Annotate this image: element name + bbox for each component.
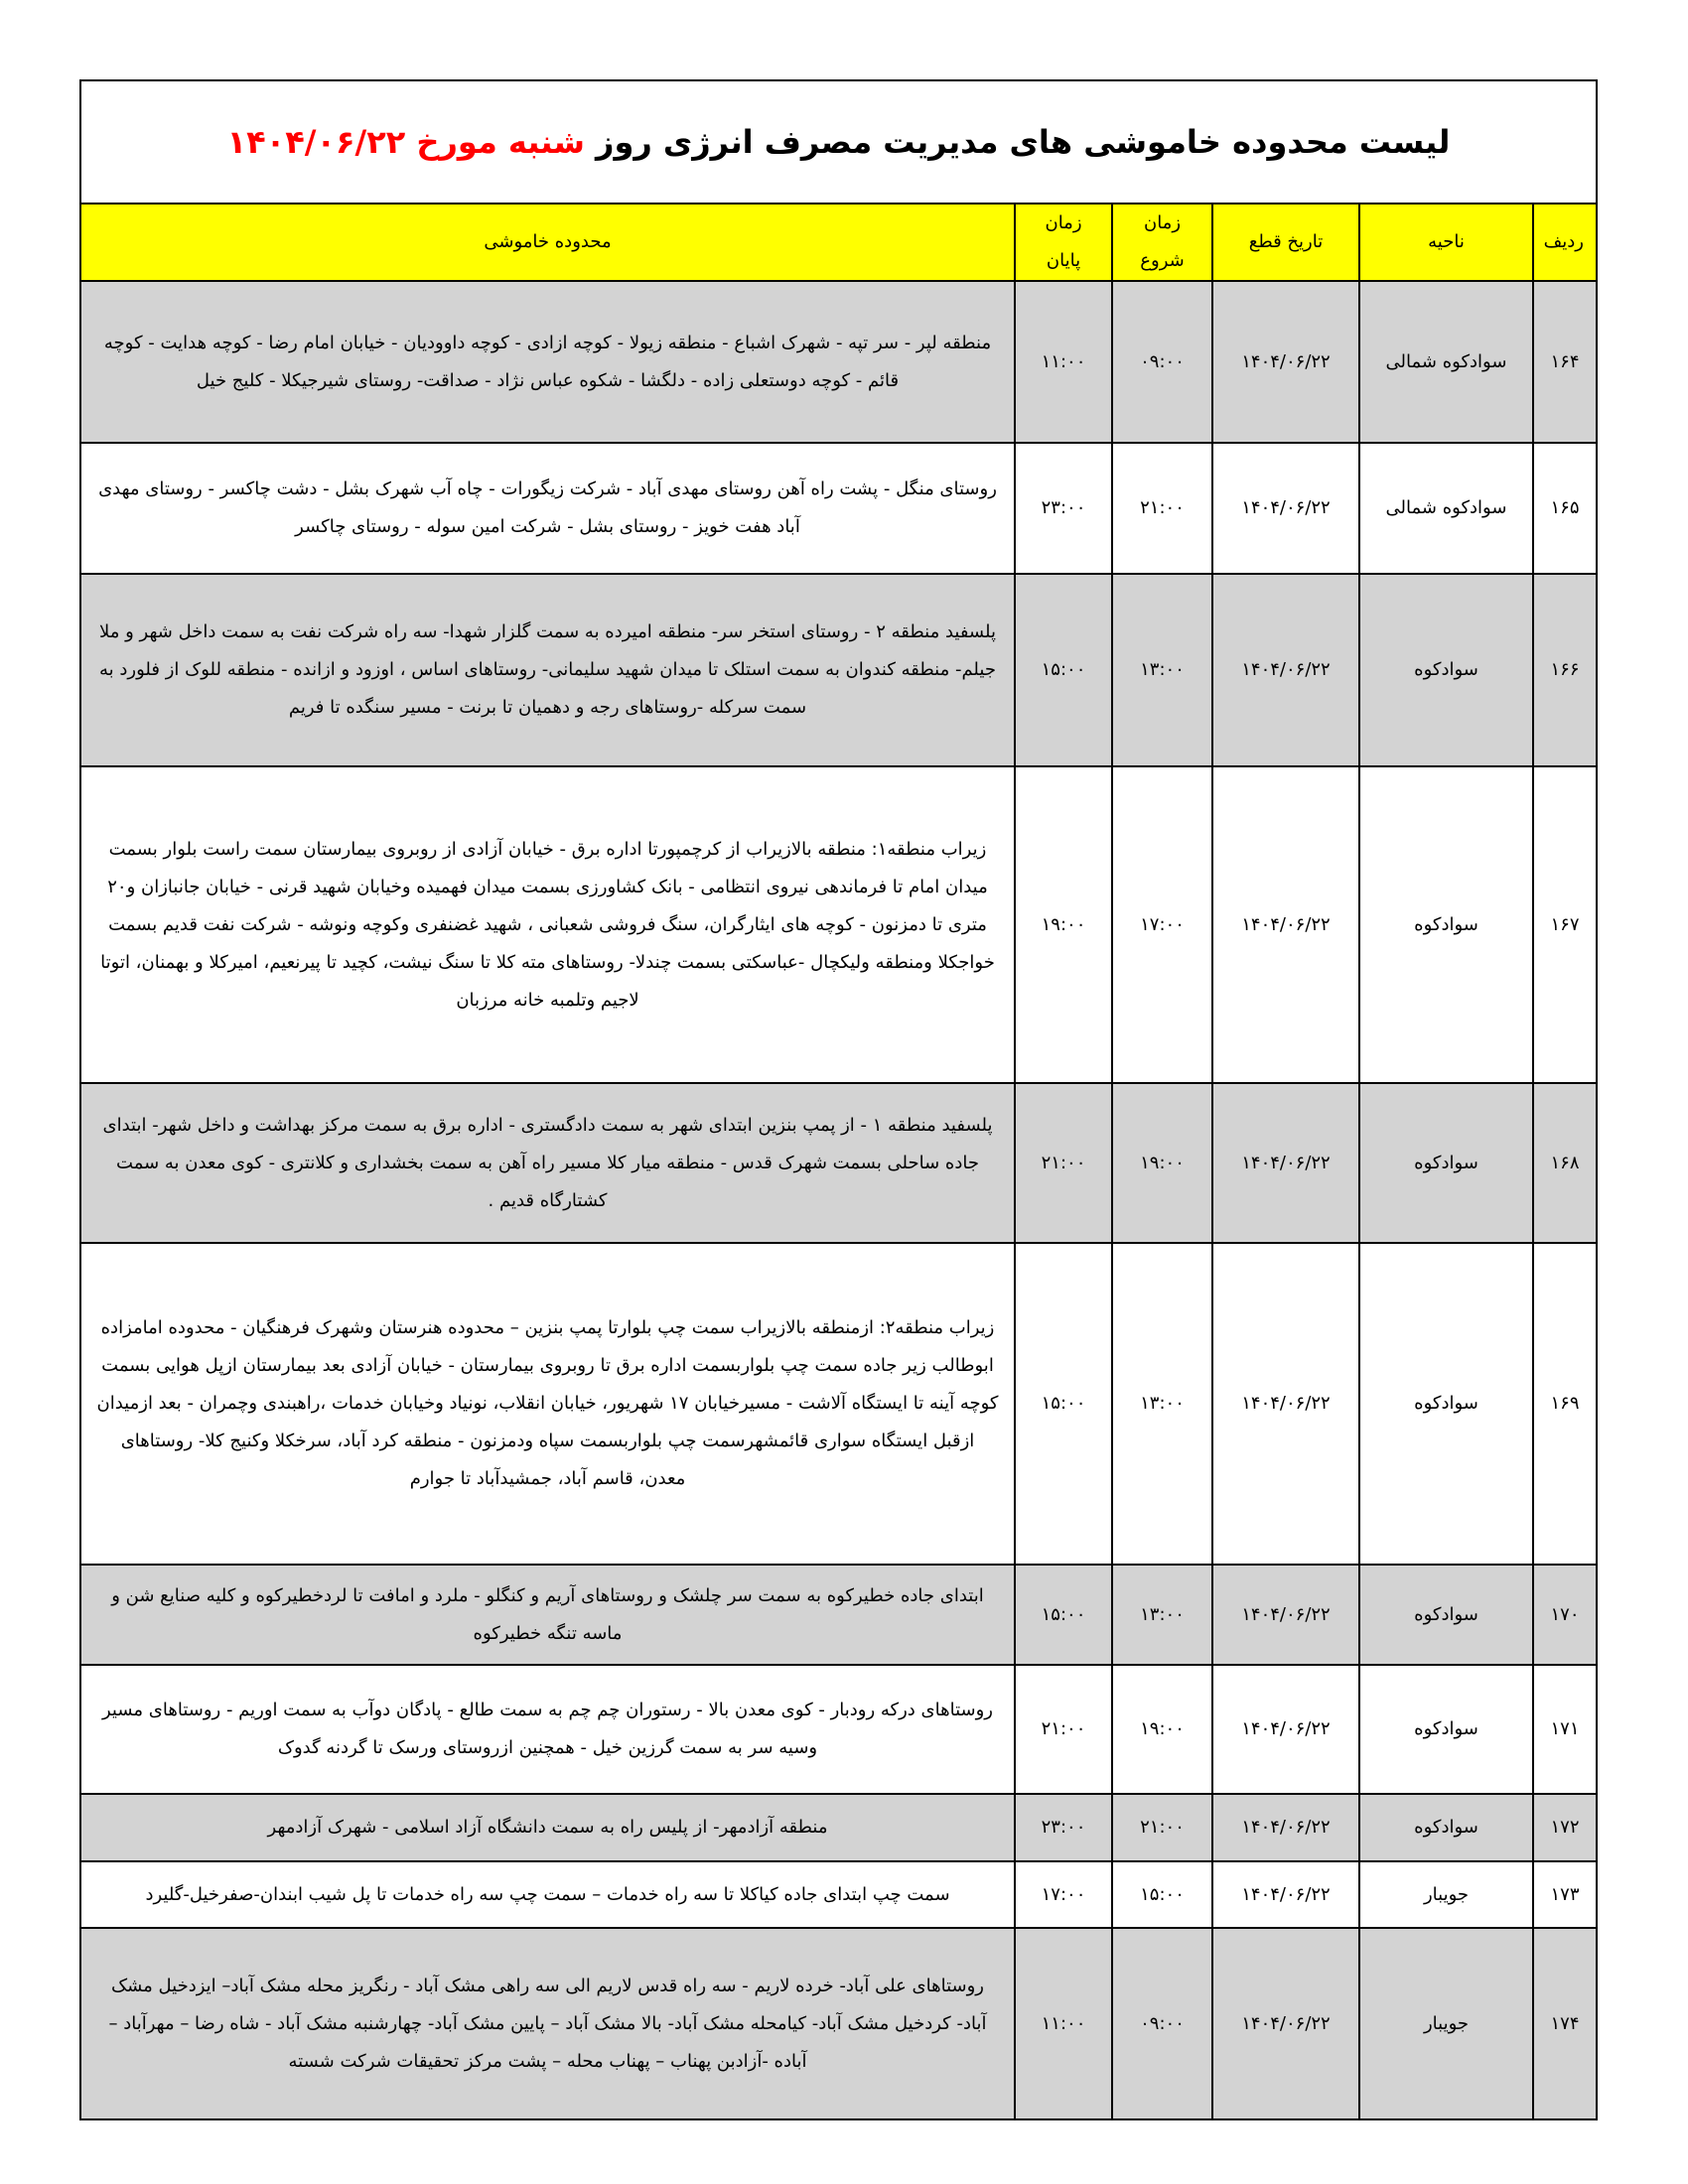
cell-start-time: ۱۳:۰۰ <box>1111 1242 1213 1566</box>
cell-end-time: ۲۱:۰۰ <box>1014 1082 1113 1244</box>
title-main: لیست محدوده خاموشی های مدیریت مصرف انرژی… <box>596 123 1451 161</box>
cell-date: ۱۴۰۴/۰۶/۲۲ <box>1211 1793 1360 1862</box>
cell-end-time: ۱۱:۰۰ <box>1014 1927 1113 2120</box>
cell-radif: ۱۷۳ <box>1532 1860 1598 1929</box>
cell-date: ۱۴۰۴/۰۶/۲۲ <box>1211 1242 1360 1566</box>
cell-area: سمت چپ ابتدای جاده کیاکلا تا سه راه خدما… <box>79 1860 1016 1929</box>
cell-region: سوادکوه <box>1358 1242 1534 1566</box>
cell-date: ۱۴۰۴/۰۶/۲۲ <box>1211 573 1360 767</box>
cell-start-time: ۱۳:۰۰ <box>1111 573 1213 767</box>
table-row: ۱۶۴ سوادکوه شمالی ۱۴۰۴/۰۶/۲۲ ۰۹:۰۰ ۱۱:۰۰ منطق… <box>79 280 1598 444</box>
cell-area: پلسفید منطقه ۲ - روستای استخر سر- منطقه … <box>79 573 1016 767</box>
cell-radif: ۱۶۴ <box>1532 280 1598 444</box>
table-row: ۱۷۴ جویبار ۱۴۰۴/۰۶/۲۲ ۰۹:۰۰ ۱۱:۰۰ روستاهای عل… <box>79 1927 1598 2120</box>
cell-end-time: ۱۷:۰۰ <box>1014 1860 1113 1929</box>
cell-region: جویبار <box>1358 1860 1534 1929</box>
cell-area: روستای منگل - پشت راه آهن روستای مهدی آب… <box>79 442 1016 575</box>
cell-end-time: ۱۵:۰۰ <box>1014 1242 1113 1566</box>
page-title: لیست محدوده خاموشی های مدیریت مصرف انرژی… <box>79 79 1598 205</box>
cell-radif: ۱۶۷ <box>1532 765 1598 1084</box>
cell-region: سوادکوه <box>1358 1664 1534 1795</box>
cell-date: ۱۴۰۴/۰۶/۲۲ <box>1211 1927 1360 2120</box>
cell-date: ۱۴۰۴/۰۶/۲۲ <box>1211 442 1360 575</box>
table-row: ۱۷۱ سوادکوه ۱۴۰۴/۰۶/۲۲ ۱۹:۰۰ ۲۱:۰۰ روستاهای د… <box>79 1664 1598 1795</box>
cell-area: زیراب منطقه۲: ازمنطقه بالازیراب سمت چپ ب… <box>79 1242 1016 1566</box>
cell-start-time: ۲۱:۰۰ <box>1111 442 1213 575</box>
cell-region: سوادکوه <box>1358 1082 1534 1244</box>
cell-area: روستاهای درکه رودبار - کوی معدن بالا - ر… <box>79 1664 1016 1795</box>
cell-start-time: ۲۱:۰۰ <box>1111 1793 1213 1862</box>
cell-radif: ۱۶۸ <box>1532 1082 1598 1244</box>
cell-end-time: ۱۵:۰۰ <box>1014 1564 1113 1666</box>
cell-region: جویبار <box>1358 1927 1534 2120</box>
cell-radif: ۱۶۵ <box>1532 442 1598 575</box>
cell-end-time: ۲۳:۰۰ <box>1014 1793 1113 1862</box>
cell-end-time: ۱۹:۰۰ <box>1014 765 1113 1084</box>
cell-start-time: ۰۹:۰۰ <box>1111 1927 1213 2120</box>
cell-end-time: ۱۱:۰۰ <box>1014 280 1113 444</box>
cell-radif: ۱۷۰ <box>1532 1564 1598 1666</box>
outage-list-sheet: لیست محدوده خاموشی های مدیریت مصرف انرژی… <box>79 79 1598 2120</box>
cell-date: ۱۴۰۴/۰۶/۲۲ <box>1211 1564 1360 1666</box>
cell-region: سوادکوه شمالی <box>1358 280 1534 444</box>
cell-date: ۱۴۰۴/۰۶/۲۲ <box>1211 280 1360 444</box>
cell-area: منطقه آزادمهر- از پلیس راه به سمت دانشگا… <box>79 1793 1016 1862</box>
header-row: ردیف ناحیه تاریخ قطع زمان شروع زمان پایا… <box>79 203 1598 282</box>
col-header-end: زمان پایان <box>1014 203 1113 282</box>
cell-end-time: ۱۵:۰۰ <box>1014 573 1113 767</box>
cell-region: سوادکوه <box>1358 765 1534 1084</box>
cell-end-time: ۲۱:۰۰ <box>1014 1664 1113 1795</box>
cell-radif: ۱۷۲ <box>1532 1793 1598 1862</box>
table-row: ۱۷۳ جویبار ۱۴۰۴/۰۶/۲۲ ۱۵:۰۰ ۱۷:۰۰ سمت چپ ابتد… <box>79 1860 1598 1929</box>
cell-area: منطقه لپر - سر تپه - شهرک اشباع - منطقه … <box>79 280 1016 444</box>
col-header-region: ناحیه <box>1358 203 1534 282</box>
cell-radif: ۱۶۹ <box>1532 1242 1598 1566</box>
cell-radif: ۱۷۴ <box>1532 1927 1598 2120</box>
cell-radif: ۱۶۶ <box>1532 573 1598 767</box>
cell-area: زیراب منطقه۱: منطقه بالازیراب از کرچمپور… <box>79 765 1016 1084</box>
cell-end-time: ۲۳:۰۰ <box>1014 442 1113 575</box>
table-row: ۱۷۰ سوادکوه ۱۴۰۴/۰۶/۲۲ ۱۳:۰۰ ۱۵:۰۰ ابتدای جاد… <box>79 1564 1598 1666</box>
cell-date: ۱۴۰۴/۰۶/۲۲ <box>1211 1860 1360 1929</box>
table-row: ۱۶۶ سوادکوه ۱۴۰۴/۰۶/۲۲ ۱۳:۰۰ ۱۵:۰۰ پلسفید منط… <box>79 573 1598 767</box>
title-date-highlight: شنبه مورخ ۱۴۰۴/۰۶/۲۲ <box>226 123 585 161</box>
cell-start-time: ۱۳:۰۰ <box>1111 1564 1213 1666</box>
cell-start-time: ۱۹:۰۰ <box>1111 1082 1213 1244</box>
cell-area: روستاهای علی آباد- خرده لاریم - سه راه ق… <box>79 1927 1016 2120</box>
cell-radif: ۱۷۱ <box>1532 1664 1598 1795</box>
col-header-radif: ردیف <box>1532 203 1598 282</box>
cell-region: سوادکوه <box>1358 1793 1534 1862</box>
cell-area: ابتدای جاده خطیرکوه به سمت سر چلشک و روس… <box>79 1564 1016 1666</box>
table-body: ۱۶۴ سوادکوه شمالی ۱۴۰۴/۰۶/۲۲ ۰۹:۰۰ ۱۱:۰۰ منطق… <box>79 280 1598 2120</box>
title-row: لیست محدوده خاموشی های مدیریت مصرف انرژی… <box>79 79 1598 205</box>
table-row: ۱۶۹ سوادکوه ۱۴۰۴/۰۶/۲۲ ۱۳:۰۰ ۱۵:۰۰ زیراب منطق… <box>79 1242 1598 1566</box>
table-row: ۱۶۷ سوادکوه ۱۴۰۴/۰۶/۲۲ ۱۷:۰۰ ۱۹:۰۰ زیراب منطق… <box>79 765 1598 1084</box>
cell-region: سوادکوه <box>1358 573 1534 767</box>
cell-start-time: ۱۵:۰۰ <box>1111 1860 1213 1929</box>
cell-area: پلسفید منطقه ۱ - از پمپ بنزین ابتدای شهر… <box>79 1082 1016 1244</box>
cell-region: سوادکوه شمالی <box>1358 442 1534 575</box>
col-header-start: زمان شروع <box>1111 203 1213 282</box>
table-row: ۱۷۲ سوادکوه ۱۴۰۴/۰۶/۲۲ ۲۱:۰۰ ۲۳:۰۰ منطقه آزاد… <box>79 1793 1598 1862</box>
table-row: ۱۶۵ سوادکوه شمالی ۱۴۰۴/۰۶/۲۲ ۲۱:۰۰ ۲۳:۰۰ روست… <box>79 442 1598 575</box>
col-header-date: تاریخ قطع <box>1211 203 1360 282</box>
col-header-area: محدوده خاموشی <box>79 203 1016 282</box>
cell-start-time: ۱۷:۰۰ <box>1111 765 1213 1084</box>
table-row: ۱۶۸ سوادکوه ۱۴۰۴/۰۶/۲۲ ۱۹:۰۰ ۲۱:۰۰ پلسفید منط… <box>79 1082 1598 1244</box>
cell-start-time: ۰۹:۰۰ <box>1111 280 1213 444</box>
cell-date: ۱۴۰۴/۰۶/۲۲ <box>1211 1664 1360 1795</box>
cell-region: سوادکوه <box>1358 1564 1534 1666</box>
cell-start-time: ۱۹:۰۰ <box>1111 1664 1213 1795</box>
outage-table: لیست محدوده خاموشی های مدیریت مصرف انرژی… <box>79 79 1598 2120</box>
cell-date: ۱۴۰۴/۰۶/۲۲ <box>1211 1082 1360 1244</box>
cell-date: ۱۴۰۴/۰۶/۲۲ <box>1211 765 1360 1084</box>
